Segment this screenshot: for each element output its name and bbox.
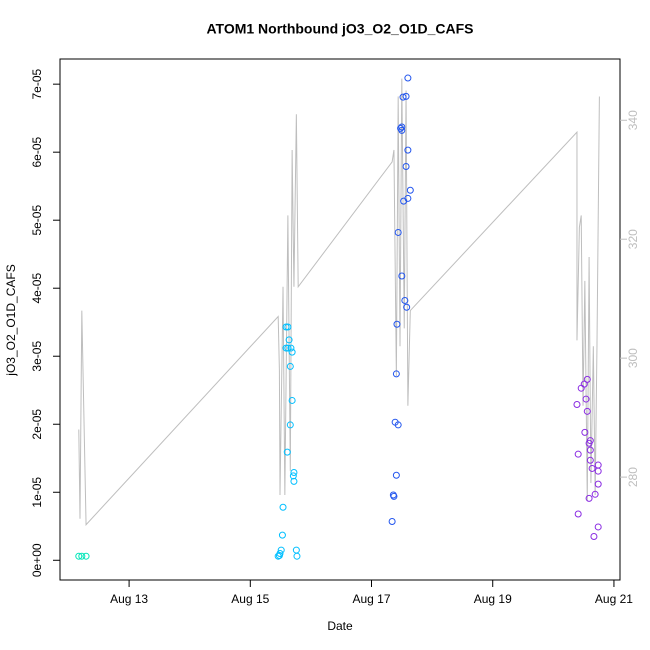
data-point [284,323,292,331]
y2-tick-label: 340 [626,110,640,130]
data-point [402,162,410,170]
data-point [406,186,414,194]
data-point [403,303,411,311]
data-point [288,348,296,356]
data-point [82,552,90,560]
data-point [398,272,406,280]
data-point [574,510,582,518]
data-point [582,395,590,403]
data-point [583,375,591,383]
data-point [283,448,291,456]
data-point [289,472,297,480]
data-point [404,74,412,82]
data-point [78,552,86,560]
data-point [583,407,591,415]
data-point [580,380,588,388]
data-point [286,421,294,429]
chart-title: ATOM1 Northbound jO3_O2_O1D_CAFS [206,21,473,37]
data-point [288,396,296,404]
data-point [286,362,294,370]
y-tick-label: 1e-05 [30,477,44,508]
data-point [402,92,410,100]
y2-tick-label: 320 [626,229,640,249]
data-point [594,523,602,531]
data-point [591,490,599,498]
x-tick-label: Aug 17 [352,592,390,606]
data-point [398,123,406,131]
data-point [388,518,396,526]
data-point [389,491,397,499]
data-point [275,552,283,560]
data-point [404,194,412,202]
data-point [284,344,292,352]
data-point [75,552,83,560]
x-tick-label: Aug 21 [595,592,633,606]
data-point [398,126,406,134]
data-point [290,469,298,477]
y-axis-label: jO3_O2_O1D_CAFS [4,264,18,376]
data-point [394,421,402,429]
data-point [585,439,593,447]
data-point [393,320,401,328]
data-point [392,471,400,479]
data-point [586,446,594,454]
x-tick-label: Aug 15 [231,592,269,606]
data-point [282,323,290,331]
data-point [404,146,412,154]
data-point [586,456,594,464]
y-tick-label: 3e-05 [30,341,44,372]
data-line [78,78,600,526]
x-tick-label: Aug 19 [474,592,512,606]
y-tick-label: 2e-05 [30,409,44,440]
data-point [293,552,301,560]
y-tick-label: 4e-05 [30,273,44,304]
data-point [594,467,602,475]
plot-frame [59,58,621,581]
data-point [392,370,400,378]
data-point [285,336,293,344]
data-point [290,477,298,485]
data-point [279,503,287,511]
data-point [278,531,286,539]
y-tick-label: 7e-05 [30,68,44,99]
x-tick-label: Aug 13 [110,592,148,606]
data-point [394,228,402,236]
data-point [588,464,596,472]
y-tick-label: 6e-05 [30,137,44,168]
data-point [585,494,593,502]
data-point [287,344,295,352]
data-point [573,401,581,409]
data-point [581,428,589,436]
data-point [574,450,582,458]
y-tick-label: 5e-05 [30,205,44,236]
data-point [282,344,290,352]
data-point [590,532,598,540]
x-axis-label: Date [327,619,353,633]
data-point [401,296,409,304]
data-point [594,480,602,488]
data-point [399,93,407,101]
y-tick-label: 0e+00 [30,543,44,577]
y2-tick-label: 280 [626,467,640,487]
y2-tick-label: 300 [626,348,640,368]
